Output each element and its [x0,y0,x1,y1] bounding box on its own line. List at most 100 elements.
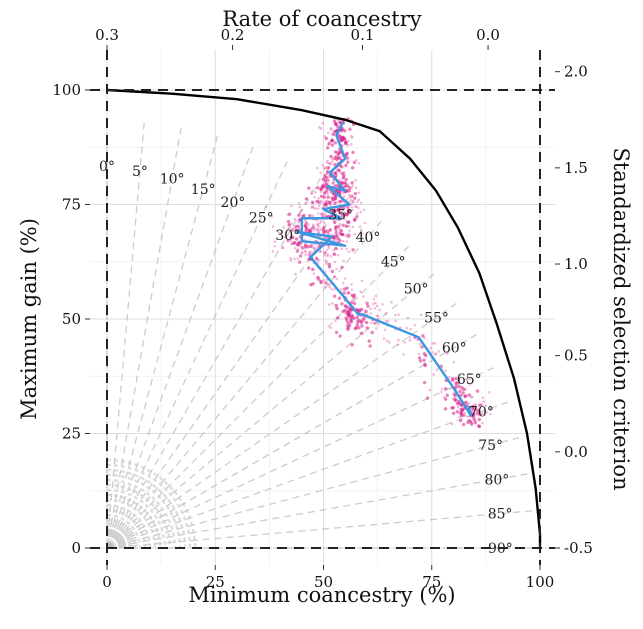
scatter-point [307,266,311,270]
scatter-point [355,205,358,208]
scatter-point [431,351,434,354]
angle-label: 50° [404,282,429,298]
scatter-point [351,298,354,302]
scatter-point [374,294,378,298]
scatter-point [354,178,358,182]
scatter-point [347,323,352,328]
scatter-point [310,190,313,193]
scatter-point [344,163,348,168]
scatter-point [327,200,332,204]
contour-arc [106,508,147,549]
scatter-point [343,185,347,189]
scatter-point [327,246,331,250]
scatter-point [328,161,331,165]
scatter-point [331,157,334,161]
scatter-point [315,166,319,170]
scatter-point [297,221,300,224]
scatter-point [422,380,427,385]
scatter-point [318,224,321,228]
scatter-point [355,215,359,219]
scatter-point [388,341,391,344]
scatter-point [351,225,355,229]
scatter-point [354,205,357,209]
scatter-point [310,200,315,205]
scatter-point [362,317,366,321]
scatter-point [331,208,335,213]
scatter-point [335,267,338,271]
scatter-point [310,192,314,196]
contour-arc [106,503,152,549]
top-axis-title: Rate of coancestry [222,7,421,31]
scatter-point [316,227,320,230]
scatter-point [408,336,411,339]
scatter-point [355,315,359,320]
scatter-point [282,225,285,229]
scatter-point [324,224,327,227]
scatter-point [296,242,300,246]
angle-label: 15° [191,182,216,198]
scatter-point [335,247,339,251]
scatter-point [315,199,319,204]
scatter-point [334,230,339,234]
scatter-point [336,236,341,241]
scatter-point [327,214,330,218]
scatter-point [290,222,293,225]
scatter-point [327,141,332,146]
scatter-point [308,229,313,233]
scatter-point [297,228,302,232]
scatter-point [322,226,326,230]
scatter-point [445,352,449,356]
top-tick-label: 0.1 [351,26,375,44]
scatter-point [485,410,488,414]
scatter-point [344,142,348,146]
scatter-point [463,414,467,417]
scatter-point [342,233,346,237]
scatter-point [293,217,297,221]
scatter-point [446,350,450,354]
scatter-point [328,166,331,169]
scatter-point [386,339,389,343]
scatter-point [337,199,342,204]
scatter-point [464,400,468,405]
scatter-point [437,350,440,353]
scatter-point [350,205,354,209]
scatter-point [434,352,438,355]
scatter-point [327,179,330,183]
scatter-point [319,171,323,175]
contour-arc [106,528,127,549]
scatter-point [362,208,366,212]
scatter-point [390,300,393,304]
scatter-point [333,220,337,225]
scatter-point [312,247,316,250]
scatter-point [428,388,432,392]
scatter-point [316,230,320,234]
scatter-point [318,250,322,254]
scatter-point [375,314,379,318]
scatter-point [278,231,281,235]
angle-label: 90° [488,541,513,557]
scatter-point [326,229,330,232]
scatter-point [336,224,341,229]
scatter-point [341,309,345,314]
fan-guides [106,121,534,549]
contour-arc [106,488,167,549]
scatter-point [450,377,455,381]
scatter-point [359,307,364,312]
scatter-point [310,226,313,230]
scatter-point [334,330,339,335]
scatter-point [347,234,351,238]
x-axis-title: Minimum coancestry (%) [188,583,455,607]
scatter-point [432,373,435,376]
scatter-point [382,337,386,340]
scatter-point [311,225,316,229]
scatter-point [321,163,325,167]
scatter-point [329,326,332,329]
scatter-point [327,131,330,135]
scatter-point [422,358,426,362]
scatter-point [341,233,344,237]
scatter-point [349,320,353,324]
x-tick-label: 25 [206,573,225,591]
angle-guide-line [106,273,435,549]
scatter-point [374,327,378,330]
angle-label: 45° [381,255,406,271]
